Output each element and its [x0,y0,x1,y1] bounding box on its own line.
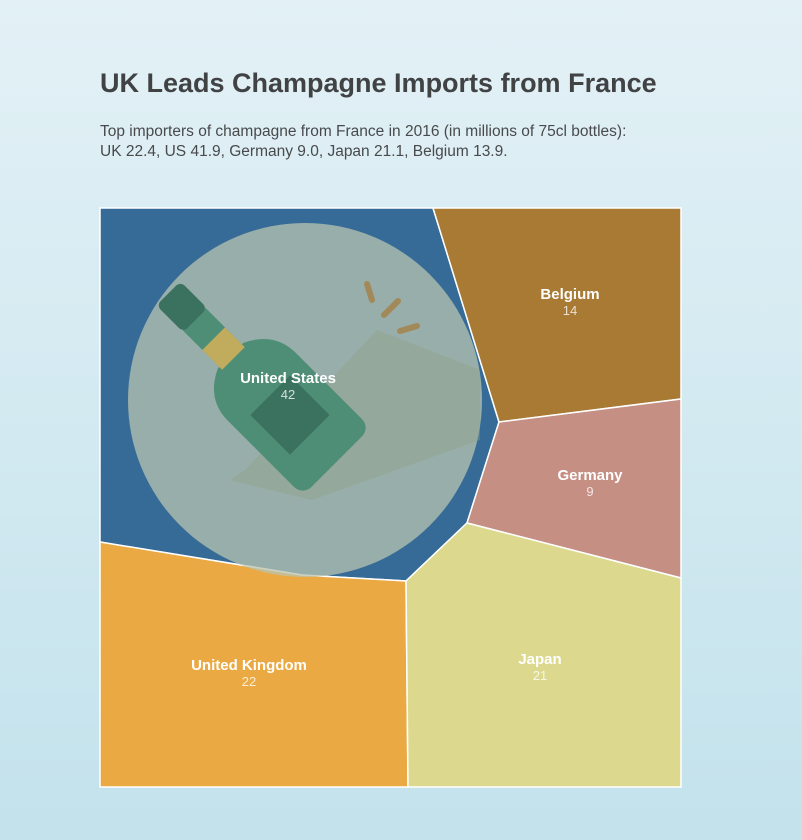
cell-value-germany: 9 [586,484,593,499]
cell-label-germany: Germany [557,467,623,484]
cell-label-belgium: Belgium [540,286,599,303]
champagne-bottle-icon [128,223,482,577]
subtitle-line-1: Top importers of champagne from France i… [100,123,627,140]
bottle-icon [158,283,366,491]
chart-subtitle: Top importers of champagne from France i… [100,122,720,162]
cell-japan [405,522,682,788]
cell-value-belgium: 14 [563,303,577,318]
pop-lines-icon [364,281,420,334]
cell-label-united-kingdom: United Kingdom [191,657,307,674]
subtitle-line-2: UK 22.4, US 41.9, Germany 9.0, Japan 21.… [100,143,508,160]
cell-value-japan: 21 [533,668,547,683]
cell-label-japan: Japan [518,651,561,668]
chart-title: UK Leads Champagne Imports from France [100,68,657,98]
cell-value-united-kingdom: 22 [242,674,256,689]
cell-value-united-states: 42 [281,387,295,402]
cell-label-united-states: United States [240,370,336,387]
